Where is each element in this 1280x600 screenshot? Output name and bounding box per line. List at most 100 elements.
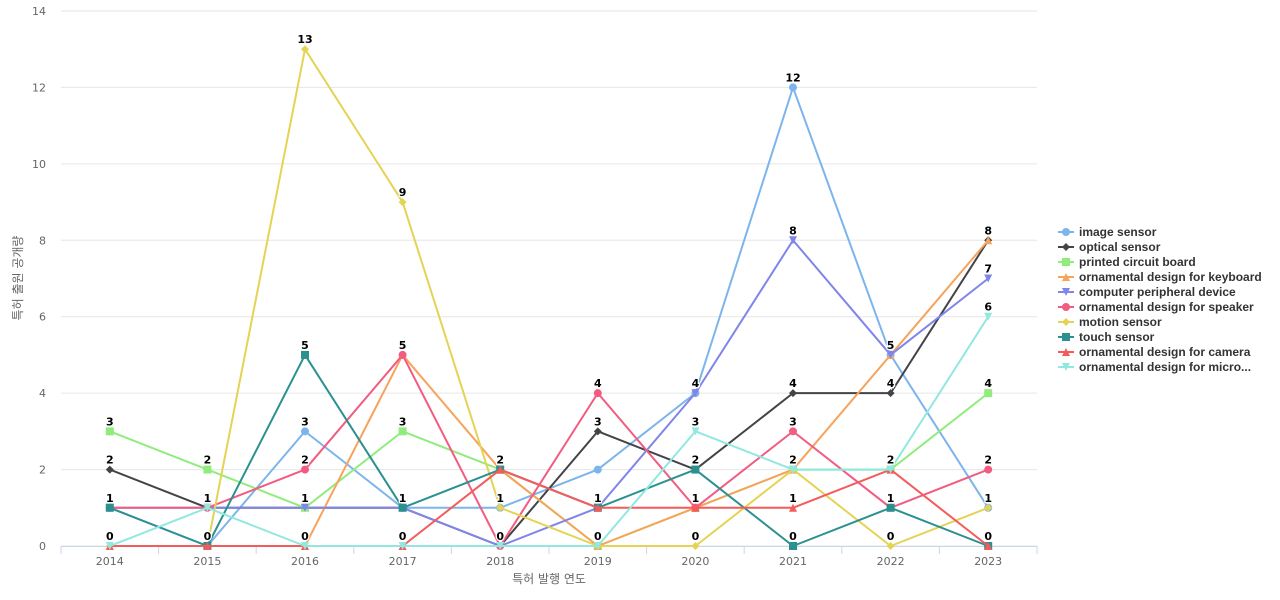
data-point[interactable] (301, 350, 309, 359)
data-point[interactable] (301, 503, 309, 512)
legend-item[interactable]: image sensor (1058, 224, 1262, 239)
legend-item[interactable]: printed circuit board (1058, 254, 1262, 269)
data-point[interactable] (886, 465, 895, 474)
gridlines (61, 10, 1037, 547)
data-point[interactable] (984, 503, 993, 512)
series-line[interactable] (108, 315, 990, 547)
x-tick-label: 2023 (974, 555, 1002, 568)
data-point[interactable] (984, 236, 993, 245)
data-label: 8 (984, 224, 992, 237)
x-tick-label: 2015 (193, 555, 221, 568)
legend-swatch (1058, 242, 1074, 251)
legend-item[interactable]: ornamental design for camera (1058, 344, 1262, 359)
data-point[interactable] (593, 503, 602, 512)
x-tick-label: 2020 (681, 555, 709, 568)
data-point[interactable] (691, 503, 700, 512)
legend-marker (1062, 332, 1070, 341)
data-label: 1 (301, 492, 309, 505)
data-point[interactable] (398, 503, 407, 512)
data-point[interactable] (789, 427, 797, 436)
legend-item[interactable]: ornamental design for speaker (1058, 299, 1262, 314)
data-point[interactable] (886, 350, 895, 359)
data-point[interactable] (691, 427, 700, 436)
y-axis-title: 특허 출원 공개량 (11, 236, 25, 321)
legend-marker (1062, 347, 1070, 356)
data-label: 1 (594, 492, 602, 505)
legend-item[interactable]: ornamental design for micro... (1058, 359, 1262, 374)
data-point[interactable] (301, 465, 309, 474)
data-point[interactable] (593, 427, 602, 436)
data-point[interactable] (984, 465, 993, 474)
series-line[interactable] (108, 468, 990, 547)
legend-item[interactable]: touch sensor (1058, 329, 1262, 344)
data-point[interactable] (203, 542, 212, 550)
data-label: 0 (789, 530, 797, 543)
data-point[interactable] (203, 503, 212, 512)
legend-label: printed circuit board (1079, 254, 1196, 269)
legend-marker (1062, 287, 1070, 296)
data-label: 2 (887, 454, 895, 467)
data-point[interactable] (398, 427, 407, 436)
data-label: 4 (789, 377, 797, 390)
data-point[interactable] (105, 465, 114, 474)
data-point[interactable] (593, 465, 602, 474)
legend-swatch (1058, 272, 1074, 281)
data-point[interactable] (398, 198, 407, 207)
data-point[interactable] (496, 465, 505, 474)
data-point[interactable] (789, 389, 797, 398)
data-point[interactable] (301, 45, 309, 54)
y-tick-label: 0 (39, 540, 46, 553)
data-point[interactable] (301, 542, 309, 550)
legend-label: ornamental design for camera (1079, 344, 1251, 359)
data-point[interactable] (789, 503, 797, 512)
y-tick-label: 14 (32, 5, 46, 18)
legend-swatch (1058, 317, 1074, 326)
data-point[interactable] (691, 389, 700, 398)
data-point[interactable] (886, 389, 895, 398)
legend-item[interactable]: ornamental design for keyboard (1058, 269, 1262, 284)
data-point[interactable] (496, 503, 505, 512)
data-point[interactable] (691, 542, 700, 550)
data-point[interactable] (593, 389, 602, 398)
legend-label: ornamental design for keyboard (1079, 269, 1262, 284)
series-line[interactable] (108, 48, 990, 547)
data-point[interactable] (886, 503, 895, 512)
x-tick-label: 2018 (486, 555, 514, 568)
data-label: 1 (106, 492, 114, 505)
legend-item[interactable]: motion sensor (1058, 314, 1262, 329)
y-tick-label: 10 (32, 158, 46, 171)
data-point[interactable] (496, 542, 505, 550)
data-label: 4 (984, 377, 992, 390)
data-label: 3 (594, 415, 602, 428)
data-point[interactable] (789, 465, 797, 474)
legend-swatch (1058, 302, 1074, 311)
data-point[interactable] (203, 465, 212, 474)
series-line[interactable] (108, 353, 990, 547)
data-point[interactable] (984, 274, 993, 283)
legend-item[interactable]: optical sensor (1058, 239, 1262, 254)
data-label: 1 (692, 492, 700, 505)
data-label: 6 (984, 301, 992, 314)
data-point[interactable] (105, 503, 114, 512)
legend-swatch (1058, 227, 1074, 236)
data-point[interactable] (984, 542, 993, 550)
series-lines (105, 45, 993, 550)
data-point[interactable] (789, 83, 797, 92)
data-point[interactable] (593, 542, 602, 550)
series-line[interactable] (108, 353, 990, 547)
data-point[interactable] (886, 542, 895, 550)
data-point[interactable] (398, 542, 407, 550)
data-point[interactable] (789, 542, 797, 550)
legend-item[interactable]: computer peripheral device (1058, 284, 1262, 299)
data-point[interactable] (398, 350, 407, 359)
data-point[interactable] (789, 236, 797, 245)
data-point[interactable] (105, 542, 114, 550)
data-point[interactable] (984, 389, 993, 398)
data-point[interactable] (984, 312, 993, 321)
data-point[interactable] (301, 427, 309, 436)
data-label: 1 (984, 492, 992, 505)
data-point[interactable] (691, 465, 700, 474)
data-point[interactable] (105, 427, 114, 436)
x-tick-label: 2022 (877, 555, 905, 568)
